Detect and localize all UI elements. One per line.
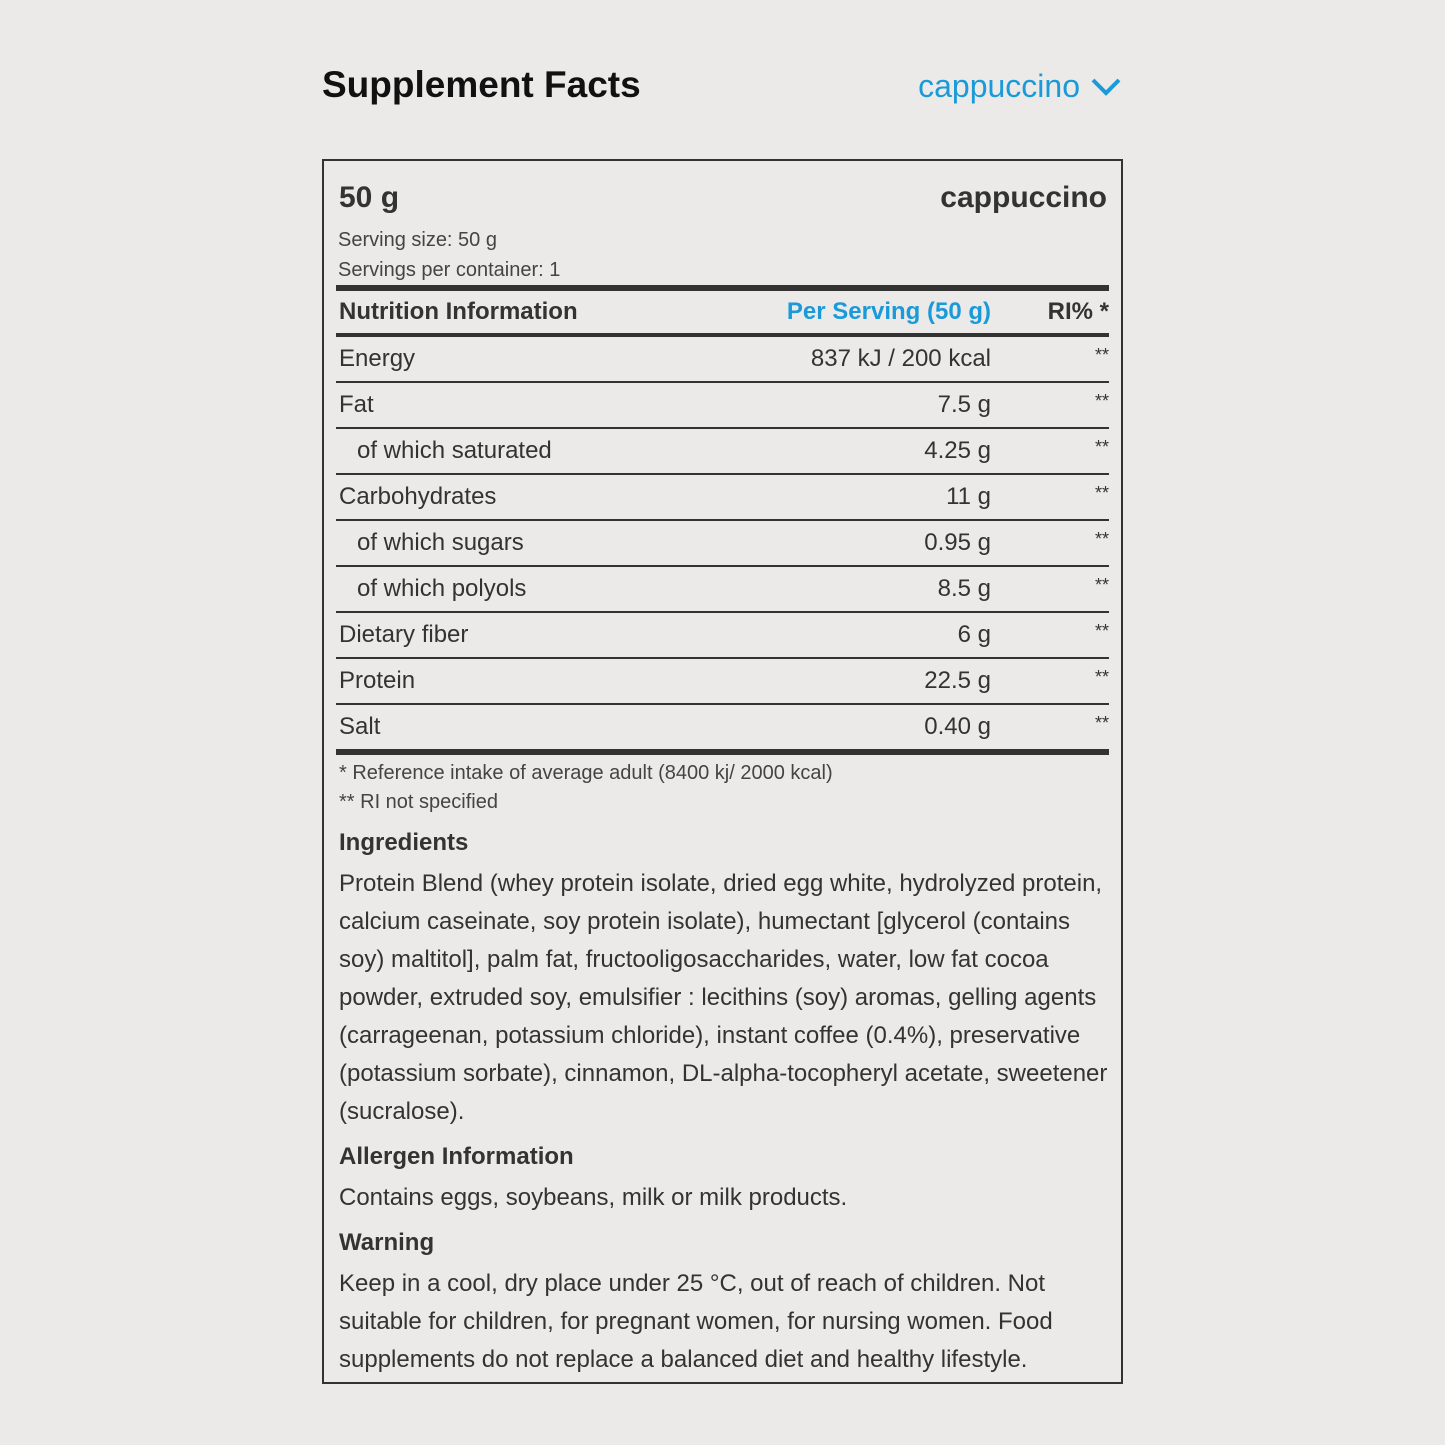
nutrient-ri: ** [1094,713,1109,733]
ingredients-text: Protein Blend (whey protein isolate, dri… [339,870,1108,1125]
nutrient-label: of which sugars [357,529,524,556]
flavor-dropdown[interactable]: cappuccino [918,68,1122,105]
table-row: Dietary fiber 6 g ** [336,613,1109,659]
nutrient-label: Energy [339,345,416,372]
column-header: Per Serving (50 g) [786,298,991,325]
servings-per-container: Servings per container: 1 [338,259,561,281]
table-row: of which saturated 4.25 g ** [336,429,1109,475]
divider [336,749,1109,755]
flavor-dropdown-label: cappuccino [918,68,1080,104]
allergen-text: Contains eggs, soybeans, milk or milk pr… [339,1184,848,1211]
supplement-facts-panel: 50 g cappuccino Serving size: 50 g Servi… [322,159,1123,1384]
nutrient-value: 0.95 g [924,529,991,556]
nutrient-ri: ** [1094,483,1109,503]
table-row: Carbohydrates 11 g ** [336,475,1109,521]
allergen-heading: Allergen Information [339,1143,574,1170]
nutrient-ri: ** [1094,575,1109,595]
nutrient-label: Dietary fiber [339,621,469,648]
serving-size: Serving size: 50 g [338,229,497,251]
nutrient-value: 0.40 g [924,713,991,740]
nutrient-label: Carbohydrates [339,483,497,510]
table-row: Salt 0.40 g ** [336,705,1109,749]
nutrition-table: Energy 837 kJ / 200 kcal ** Fat 7.5 g ** of wh… [336,337,1109,749]
nutrient-value: 7.5 g [937,391,991,418]
table-header: Nutrition Information Per Serving (50 g)… [336,291,1109,337]
nutrient-value: 11 g [946,483,991,510]
nutrient-label: of which saturated [357,437,552,464]
footnote: * Reference intake of average adult (840… [339,762,833,784]
table-row: Protein 22.5 g ** [336,659,1109,705]
warning-heading: Warning [339,1229,435,1256]
nutrient-label: Protein [339,667,416,694]
table-row: of which sugars 0.95 g ** [336,521,1109,567]
warning-text: Keep in a cool, dry place under 25 °C, o… [339,1270,1053,1373]
column-header: Nutrition Information [339,298,578,325]
flavor-name: cappuccino [940,181,1107,214]
nutrient-ri: ** [1094,529,1109,549]
table-row: Fat 7.5 g ** [336,383,1109,429]
nutrient-label: Fat [339,391,374,418]
nutrient-ri: ** [1094,391,1109,411]
nutrient-value: 22.5 g [924,667,991,694]
nutrient-value: 4.25 g [924,437,991,464]
footnote: ** RI not specified [339,791,498,813]
chevron-down-icon [1091,78,1121,96]
nutrient-ri: ** [1094,667,1109,687]
nutrient-value: 8.5 g [937,575,991,602]
ingredients-heading: Ingredients [339,829,469,856]
nutrient-value: 837 kJ / 200 kcal [810,345,991,372]
nutrient-value: 6 g [957,621,991,648]
divider [336,285,1109,291]
nutrient-label: Salt [339,713,381,740]
table-row: of which polyols 8.5 g ** [336,567,1109,613]
table-row: Energy 837 kJ / 200 kcal ** [336,337,1109,383]
column-header: RI% * [1047,298,1109,325]
nutrient-label: of which polyols [357,575,527,602]
nutrient-ri: ** [1094,345,1109,365]
nutrient-ri: ** [1094,621,1109,641]
serving-amount: 50 g [339,181,400,214]
nutrient-ri: ** [1094,437,1109,457]
page-title: Supplement Facts [322,64,641,105]
